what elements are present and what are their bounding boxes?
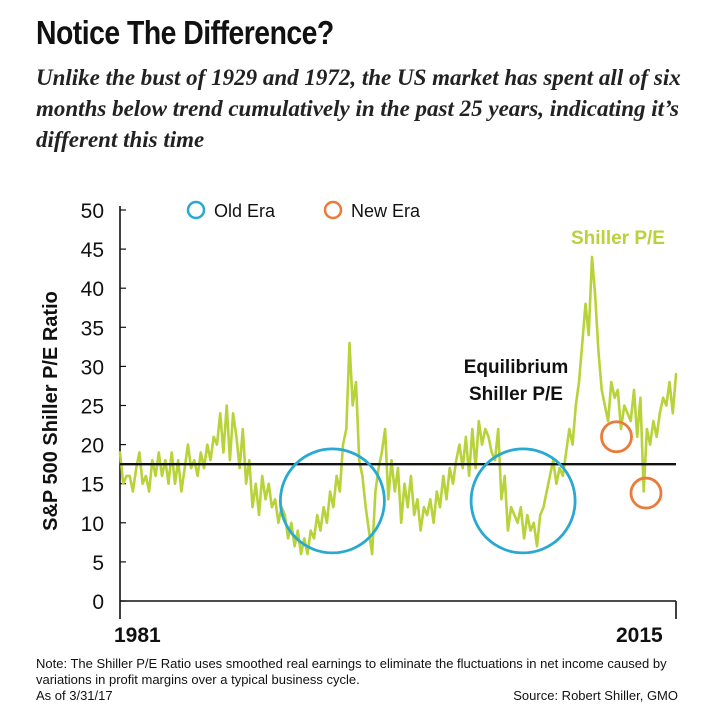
y-tick-label: 15 [81, 474, 104, 497]
y-axis-label: S&P 500 Shiller P/E Ratio [40, 291, 62, 531]
x-tick-label: 1981 [114, 624, 161, 647]
equilibrium-label: Equilibrium [464, 357, 569, 378]
note-text: Note: The Shiller P/E Ratio uses smoothe… [36, 656, 667, 687]
legend-label: Old Era [214, 201, 276, 221]
as-of-date: As of 3/31/17 [36, 688, 113, 703]
old-era-circle [469, 447, 577, 555]
new-era-circle [600, 420, 633, 454]
page-subtitle: Unlike the bust of 1929 and 1972, the US… [36, 65, 681, 152]
y-tick-label: 45 [81, 239, 104, 262]
old-era-circle [278, 447, 386, 555]
y-tick-label: 50 [81, 200, 104, 223]
y-tick-label: 20 [81, 435, 104, 458]
series-line-shiller-pe [118, 255, 678, 556]
series-label-shiller-pe: Shiller P/E [571, 228, 665, 249]
legend-marker [186, 200, 206, 220]
y-tick-label: 30 [81, 356, 104, 379]
chart: S&P 500 Shiller P/E Ratio 0 5 10 15 20 25 30 35… [40, 200, 678, 647]
equilibrium-label-line2: Shiller P/E [469, 384, 563, 405]
y-tick-label: 10 [81, 513, 104, 536]
x-tick-label: 2015 [616, 624, 663, 647]
y-tick-label: 40 [81, 278, 104, 301]
new-era-circle [629, 476, 663, 510]
y-tick-label: 5 [92, 552, 104, 575]
chart-source: Source: Robert Shiller, GMO [513, 688, 678, 703]
legend-label: New Era [351, 201, 421, 221]
page-title: Notice The Difference? [36, 14, 334, 51]
y-tick-label: 35 [81, 317, 104, 340]
y-tick-label: 0 [92, 591, 104, 614]
legend-marker [323, 200, 343, 220]
chart-note: Note: The Shiller P/E Ratio uses smoothe… [36, 656, 686, 704]
y-tick-label: 25 [81, 396, 104, 419]
